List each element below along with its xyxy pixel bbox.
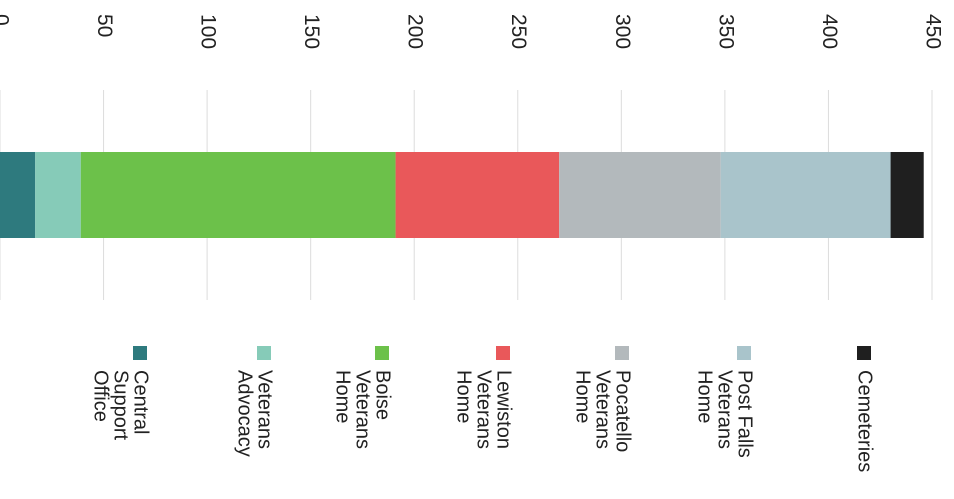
legend-marker-6	[857, 346, 871, 360]
tick-label-5: 250	[507, 14, 530, 49]
tick-label-9: 450	[921, 14, 944, 49]
tick-label-6: 300	[611, 14, 634, 49]
legend-marker-1	[257, 346, 271, 360]
legend-label-3-line-1: Veterans	[473, 370, 495, 449]
legend-label-5-line-2: Home	[694, 370, 716, 423]
tick-label-4: 200	[404, 14, 427, 49]
tick-label-0: 0	[0, 14, 12, 26]
bar-segment-4	[559, 152, 721, 238]
bar-segments	[0, 152, 924, 238]
legend-label-3-line-0: Lewiston	[493, 370, 515, 449]
legend-label-1-line-1: Advocacy	[234, 370, 256, 457]
bar-segment-6	[890, 152, 924, 238]
bar-segment-2	[80, 152, 396, 238]
tick-label-2: 100	[197, 14, 220, 49]
bar-segment-3	[395, 152, 560, 238]
tick-label-3: 150	[300, 14, 323, 49]
legend-label-0-line-1: Support	[110, 370, 132, 440]
legend-label-0-line-2: Office	[90, 370, 112, 422]
legend-label-5-line-1: Veterans	[714, 370, 736, 449]
bar-segment-5	[720, 152, 891, 238]
bar-segment-0	[0, 152, 36, 238]
legend-marker-3	[496, 346, 510, 360]
legend-label-2-line-0: Boise	[372, 370, 394, 420]
legend-label-2-line-1: Veterans	[352, 370, 374, 449]
legend-label-2-line-2: Home	[332, 370, 354, 423]
legend-marker-4	[615, 346, 629, 360]
bar-segment-1	[35, 152, 81, 238]
legend-marker-5	[737, 346, 751, 360]
tick-label-1: 50	[93, 14, 116, 37]
legend-marker-2	[375, 346, 389, 360]
legend-label-6-line-0: Cemeteries	[854, 370, 876, 472]
legend-label-3-line-2: Home	[453, 370, 475, 423]
legend-label-4-line-1: Veterans	[592, 370, 614, 449]
legend-label-0-line-0: Central	[130, 370, 152, 434]
legend-label-1-line-0: Veterans	[254, 370, 276, 449]
tick-label-8: 400	[818, 14, 841, 49]
legend-label-4-line-2: Home	[572, 370, 594, 423]
legend-label-4-line-0: Pocatello	[612, 370, 634, 452]
x-axis-ticks: 0 50 100 150 200 250 300 350 400 450	[0, 14, 944, 49]
legend-marker-0	[133, 346, 147, 360]
tick-label-7: 350	[714, 14, 737, 49]
legend-label-5-line-0: Post Falls	[734, 370, 756, 458]
